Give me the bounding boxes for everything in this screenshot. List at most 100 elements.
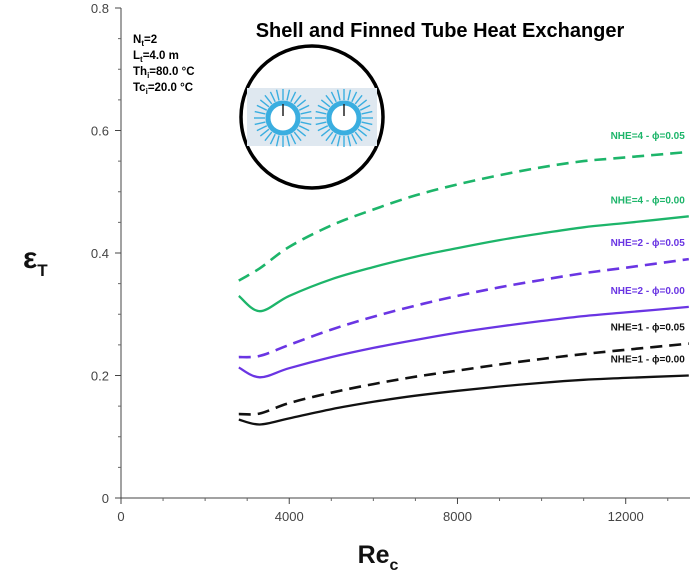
fin-line (325, 131, 334, 142)
finned-tube-illustration (239, 44, 385, 190)
fin-line (325, 94, 334, 105)
tube-left (265, 100, 301, 136)
parameter-subscript: i (147, 71, 149, 80)
fin-line (290, 91, 297, 103)
fin-line (256, 125, 268, 132)
axes (120, 8, 690, 499)
fin-line (336, 89, 341, 101)
fin-line (359, 125, 371, 132)
fin-line (286, 89, 291, 101)
fin-line (275, 135, 280, 147)
series-label-4: NHE=2 - ϕ=0.00 (611, 286, 686, 297)
fin-line (298, 125, 310, 132)
minor-tick-group (118, 38, 669, 501)
series-label-6: NHE=1 - ϕ=0.00 (611, 355, 686, 366)
fin-line (296, 128, 307, 137)
fin-line (354, 94, 363, 105)
fin-line (259, 128, 270, 137)
fin-line (300, 110, 312, 115)
series-line-5 (238, 342, 689, 416)
parameter-line: Lt=4.0 m (133, 50, 179, 64)
fin-line (320, 99, 331, 108)
fin-line (298, 104, 310, 111)
series-label-group: NHE=4 - ϕ=0.05 NHE=4 - ϕ=0.00 NHE=2 - ϕ=0.… (611, 131, 686, 366)
series-label-1: NHE=4 - ϕ=0.05 (611, 131, 686, 142)
x-axis-title: Rec (358, 541, 399, 574)
x-tick-label: 0 (117, 509, 124, 524)
y-axis-title: εT (23, 242, 48, 280)
parameter-symbol: N (133, 34, 141, 46)
x-tick-label: 4000 (275, 509, 304, 524)
fin-line (269, 91, 276, 103)
parameter-value: =4.0 m (143, 50, 179, 62)
fin-line (351, 91, 358, 103)
fin-line (357, 99, 368, 108)
fin-line (361, 110, 373, 115)
series-group (238, 150, 689, 426)
fin-line (300, 121, 312, 126)
fin-line (347, 89, 352, 101)
series-label-3: NHE=2 - ϕ=0.05 (611, 238, 686, 249)
fin-line (259, 99, 270, 108)
x-axis-title-sub: c (390, 557, 399, 574)
fin-lines (254, 89, 373, 147)
y-axis-title-sub: T (37, 261, 48, 280)
fin-line (296, 99, 307, 108)
series-label-2: NHE=4 - ϕ=0.00 (611, 195, 686, 206)
fin-line (254, 110, 266, 115)
fin-line (256, 104, 268, 111)
parameter-value: =20.0 °C (148, 82, 193, 94)
series-label-5: NHE=1 - ϕ=0.05 (611, 323, 686, 334)
series-line-6 (238, 374, 689, 426)
y-tick-label: 0.8 (91, 1, 109, 16)
y-tick-label: 0 (102, 491, 109, 506)
fin-line (286, 135, 291, 147)
fin-line (330, 133, 337, 145)
fin-line (357, 128, 368, 137)
parameter-symbol: Tc (133, 82, 146, 94)
fin-line (317, 104, 329, 111)
y-tick-label: 0.6 (91, 124, 109, 139)
parameter-symbol: L (133, 50, 140, 62)
parameter-line: Thi=80.0 °C (133, 66, 195, 80)
fin-line (330, 91, 337, 103)
fin-line (264, 94, 273, 105)
parameter-line: Nt=2 (133, 34, 157, 48)
series-line-3 (238, 257, 689, 359)
chart-title: Shell and Finned Tube Heat Exchanger (256, 20, 625, 42)
parameter-subscript: t (140, 55, 143, 64)
fin-line (347, 135, 352, 147)
y-tick-label: 0.4 (91, 246, 109, 261)
tick-group: 0 4000 8000 12000 0 0.2 0.4 0.6 0.8 (91, 1, 644, 524)
fin-line (290, 133, 297, 145)
fin-line (275, 89, 280, 101)
tube-right (326, 100, 362, 136)
fin-line (264, 131, 273, 142)
parameter-line: Tci=20.0 °C (133, 82, 193, 96)
fin-line (293, 131, 302, 142)
x-tick-label: 12000 (608, 509, 644, 524)
fin-line (351, 133, 358, 145)
y-tick-label: 0.2 (91, 369, 109, 384)
series-line-2 (238, 215, 689, 313)
parameter-symbol: Th (133, 66, 147, 78)
fin-line (361, 121, 373, 126)
x-tick-label: 8000 (443, 509, 472, 524)
parameter-value: =80.0 °C (149, 66, 194, 78)
fin-line (320, 128, 331, 137)
parameter-subscript: t (141, 39, 144, 48)
fin-line (317, 125, 329, 132)
series-line-1 (238, 150, 689, 282)
fin-line (315, 110, 327, 115)
parameter-subscript: i (146, 87, 148, 96)
parameter-value: =2 (144, 34, 157, 46)
fin-line (293, 94, 302, 105)
fin-line (359, 104, 371, 111)
fin-line (315, 121, 327, 126)
fin-line (269, 133, 276, 145)
fin-line (254, 121, 266, 126)
fin-line (336, 135, 341, 147)
fin-line (354, 131, 363, 142)
